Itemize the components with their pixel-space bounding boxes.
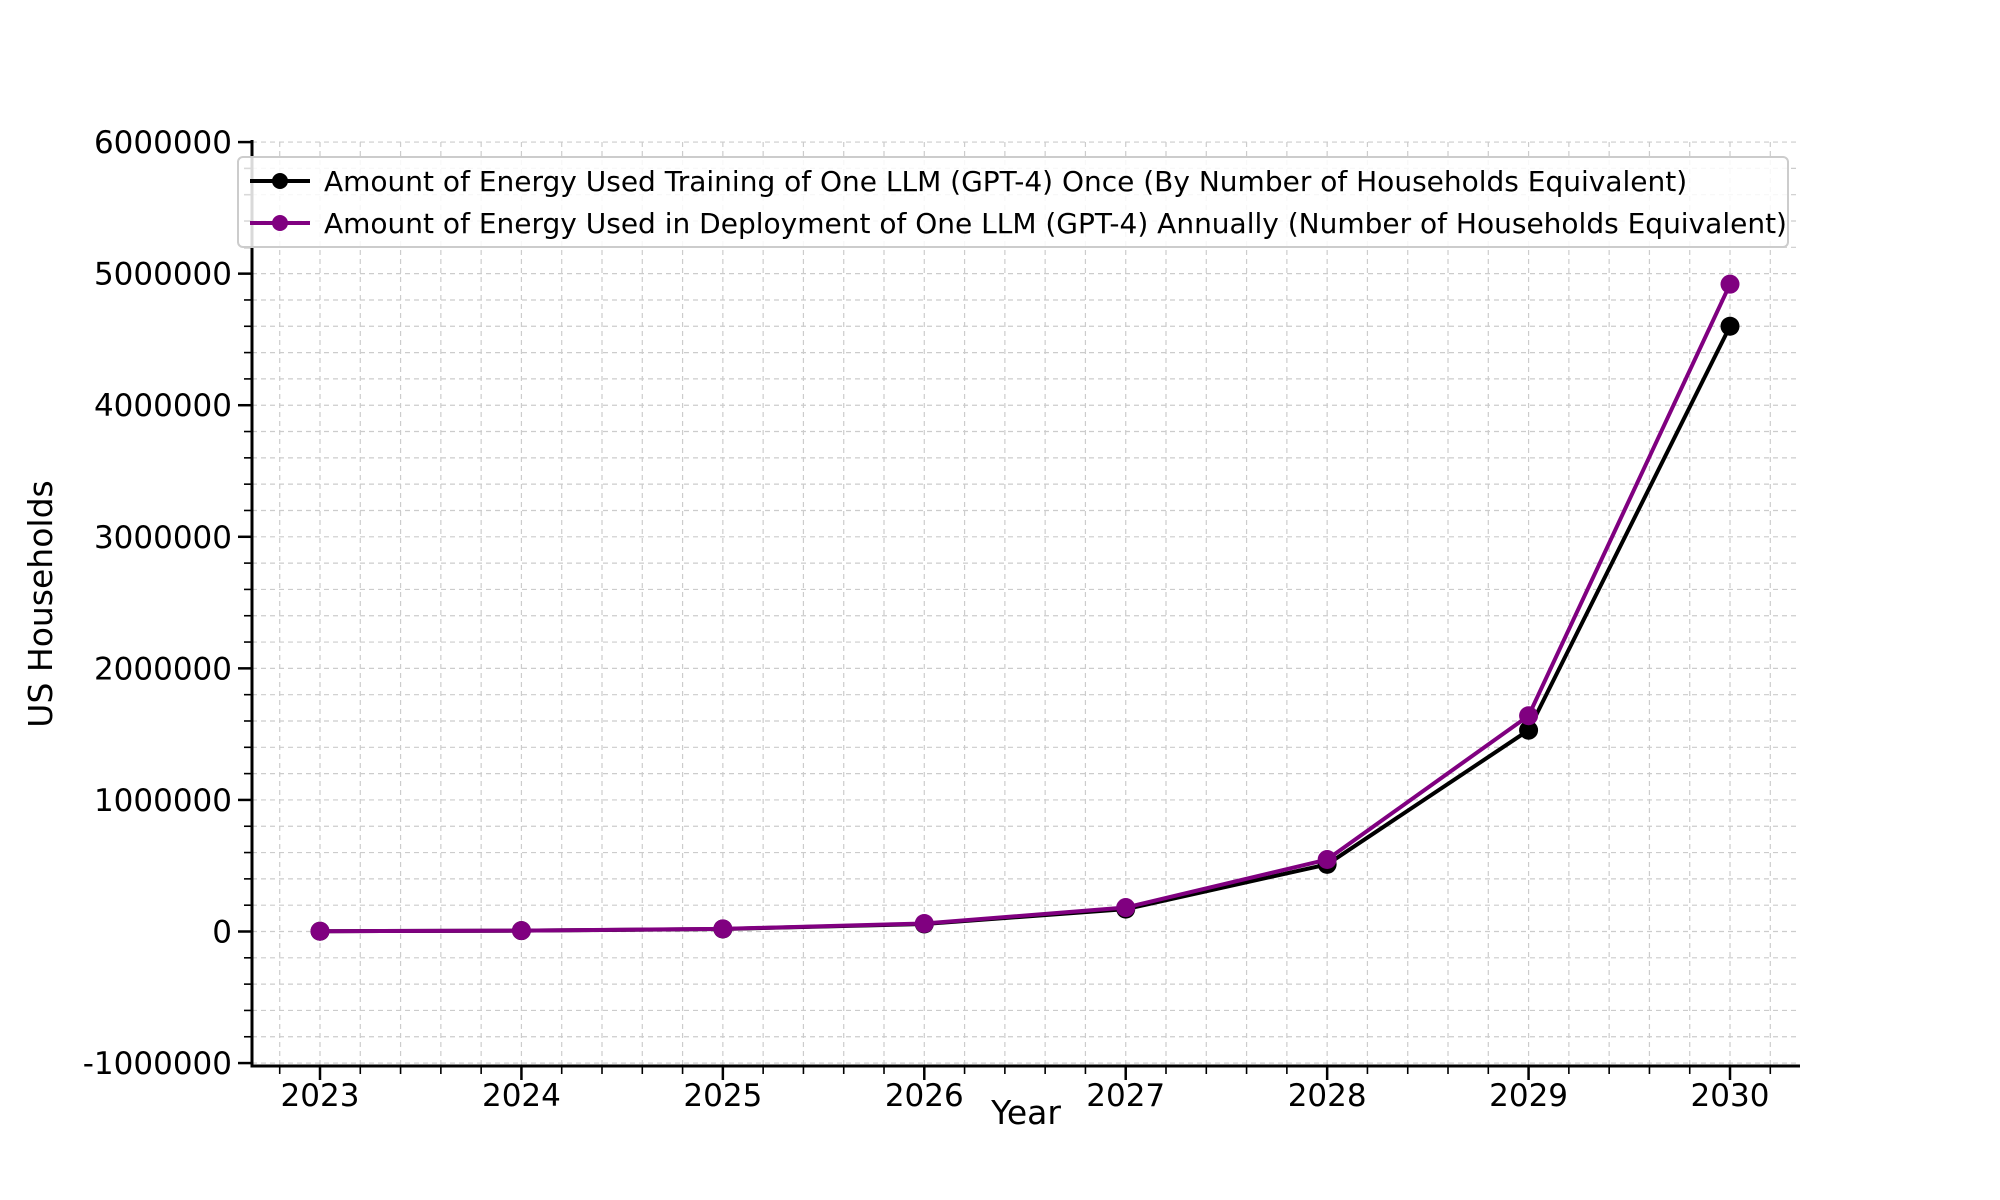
legend-marker-training xyxy=(272,173,288,189)
data-series xyxy=(310,274,1740,941)
data-point-deployment xyxy=(914,913,934,933)
data-point-deployment xyxy=(1519,706,1539,726)
legend-label-training: Amount of Energy Used Training of One LL… xyxy=(324,165,1687,198)
data-point-deployment xyxy=(1116,898,1136,918)
data-point-deployment xyxy=(1720,274,1740,294)
x-axis-title: Year xyxy=(990,1093,1061,1132)
y-axis-title: US Households xyxy=(21,480,60,727)
data-point-deployment xyxy=(1317,850,1337,870)
y-tick-label: 5000000 xyxy=(94,257,232,293)
legend: Amount of Energy Used Training of One LL… xyxy=(237,156,1789,248)
y-tick-label: 6000000 xyxy=(94,125,232,161)
data-point-training xyxy=(1720,316,1740,336)
x-tick-label: 2025 xyxy=(683,1078,762,1114)
legend-box xyxy=(237,156,1789,248)
y-tick-label: 2000000 xyxy=(94,651,232,687)
data-point-deployment xyxy=(713,919,733,939)
legend-entry-deployment: Amount of Energy Used in Deployment of O… xyxy=(250,207,1787,240)
series-line-deployment xyxy=(319,283,1732,934)
axes: 2023 2024 2025 2026 2027 2028 2029 2030 -1000000… xyxy=(83,125,1800,1114)
legend-label-deployment: Amount of Energy Used in Deployment of O… xyxy=(324,207,1787,240)
data-point-deployment xyxy=(511,921,531,941)
x-tick-label: 2027 xyxy=(1086,1078,1165,1114)
y-tick-label: -1000000 xyxy=(83,1046,232,1082)
y-tick-label: 4000000 xyxy=(94,388,232,424)
y-tick-label: 1000000 xyxy=(94,783,232,819)
grid xyxy=(252,141,1800,1066)
y-tick-label: 3000000 xyxy=(94,520,232,556)
series-line-training xyxy=(319,325,1732,934)
x-tick-label: 2029 xyxy=(1489,1078,1568,1114)
data-point-deployment xyxy=(310,921,330,941)
y-tick-label: 0 xyxy=(212,915,232,951)
x-tick-label: 2030 xyxy=(1691,1078,1770,1114)
legend-marker-deployment xyxy=(272,215,288,231)
x-tick-label: 2028 xyxy=(1288,1078,1367,1114)
x-tick-label: 2026 xyxy=(885,1078,964,1114)
legend-entry-training: Amount of Energy Used Training of One LL… xyxy=(250,165,1687,198)
x-tick-label: 2024 xyxy=(482,1078,561,1114)
data-point-training xyxy=(1519,720,1539,740)
x-tick-label: 2023 xyxy=(281,1078,360,1114)
